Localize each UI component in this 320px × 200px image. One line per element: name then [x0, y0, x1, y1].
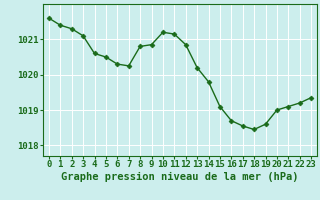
X-axis label: Graphe pression niveau de la mer (hPa): Graphe pression niveau de la mer (hPa)	[61, 172, 299, 182]
